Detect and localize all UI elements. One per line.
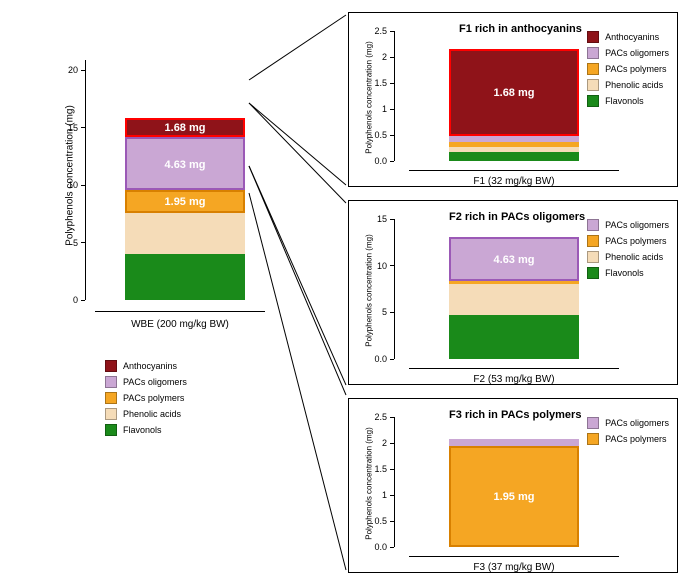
f1-ylabel: Polyphenols concentration (mg) (365, 23, 374, 173)
main-legend: Anthocyanins PACs oligomers PACs polymers P… (105, 360, 187, 440)
legend-item-pacs_oligomers: PACs oligomers (587, 417, 669, 429)
f2-legend: PACs oligomers PACs polymers Phenolic acid… (587, 219, 669, 283)
ytick-label: 5 (359, 307, 387, 317)
ytick-label: 0 (50, 295, 78, 305)
legend-item-phenolic_acids: Phenolic acids (587, 251, 669, 263)
f1-title: F1 rich in anthocyanins (459, 23, 582, 35)
legend-item-anthocyanins: Anthocyanins (587, 31, 669, 43)
legend-item-flavonols: Flavonols (587, 267, 669, 279)
f1-legend: Anthocyanins PACs oligomers PACs polymers P… (587, 31, 669, 111)
segment-label: 4.63 mg (125, 159, 245, 171)
panel-f1: F1 rich in anthocyanins Anthocyanins PACs… (348, 12, 678, 187)
segment-pacs_polymers (449, 142, 579, 147)
f2-title: F2 rich in PACs oligomers (449, 211, 585, 223)
ytick-label: 2.5 (359, 412, 387, 422)
f2-ylabel: Polyphenols concentration (mg) (365, 216, 374, 366)
ytick-label: 2 (359, 52, 387, 62)
segment-flavonols (449, 315, 579, 359)
ytick-label: 2 (359, 438, 387, 448)
legend-item-phenolic_acids: Phenolic acids (587, 79, 669, 91)
legend-item-pacs_oligomers: PACs oligomers (587, 219, 669, 231)
ytick-label: 0.5 (359, 516, 387, 526)
f3-xlabel: F3 (37 mg/kg BW) (409, 562, 619, 573)
ytick-label: 20 (50, 65, 78, 75)
legend-item-flavonols: Flavonols (105, 424, 187, 436)
f1-xlabel: F1 (32 mg/kg BW) (409, 176, 619, 187)
ytick-label: 0.0 (359, 542, 387, 552)
f3-title: F3 rich in PACs polymers (449, 409, 581, 421)
segment-phenolic_acids (449, 147, 579, 151)
segment-label: 1.95 mg (125, 196, 245, 208)
legend-item-pacs_oligomers: PACs oligomers (587, 47, 669, 59)
ytick-label: 5 (50, 238, 78, 248)
legend-item-anthocyanins: Anthocyanins (105, 360, 187, 372)
ytick-label: 1.5 (359, 78, 387, 88)
main-chart: Polyphenols concentration (mg) 1.95 mg4.… (45, 60, 285, 310)
legend-item-phenolic_acids: Phenolic acids (105, 408, 187, 420)
ytick-label: 1 (359, 490, 387, 500)
segment-label: 1.68 mg (449, 87, 579, 99)
legend-item-pacs_polymers: PACs polymers (587, 433, 669, 445)
main-xlabel: WBE (200 mg/kg BW) (95, 319, 265, 330)
segment-flavonols (125, 254, 245, 300)
f2-xlabel: F2 (53 mg/kg BW) (409, 374, 619, 385)
ytick-label: 10 (50, 180, 78, 190)
ytick-label: 10 (359, 261, 387, 271)
legend-item-pacs_polymers: PACs polymers (587, 63, 669, 75)
f3-ylabel: Polyphenols concentration (mg) (365, 409, 374, 559)
ytick-label: 0.0 (359, 156, 387, 166)
segment-pacs_oligomers (449, 439, 579, 445)
ytick-label: 1 (359, 104, 387, 114)
legend-item-pacs_oligomers: PACs oligomers (105, 376, 187, 388)
ytick-label: 15 (50, 123, 78, 133)
segment-pacs_polymers (449, 281, 579, 285)
segment-phenolic_acids (449, 284, 579, 315)
segment-flavonols (449, 152, 579, 161)
ytick-label: 1.5 (359, 464, 387, 474)
ytick-label: 2.5 (359, 26, 387, 36)
segment-label: 1.95 mg (449, 491, 579, 503)
panel-f2: F2 rich in PACs oligomers PACs oligomers… (348, 200, 678, 385)
ytick-label: 15 (359, 214, 387, 224)
legend-item-pacs_polymers: PACs polymers (105, 392, 187, 404)
segment-phenolic_acids (125, 213, 245, 254)
ytick-label: 0.5 (359, 130, 387, 140)
legend-item-flavonols: Flavonols (587, 95, 669, 107)
segment-pacs_oligomers (449, 136, 579, 142)
legend-item-pacs_polymers: PACs polymers (587, 235, 669, 247)
ytick-label: 0.0 (359, 354, 387, 364)
f3-legend: PACs oligomers PACs polymers (587, 417, 669, 449)
panel-f3: F3 rich in PACs polymers PACs oligomersP… (348, 398, 678, 573)
segment-label: 1.68 mg (125, 122, 245, 134)
segment-label: 4.63 mg (449, 254, 579, 266)
